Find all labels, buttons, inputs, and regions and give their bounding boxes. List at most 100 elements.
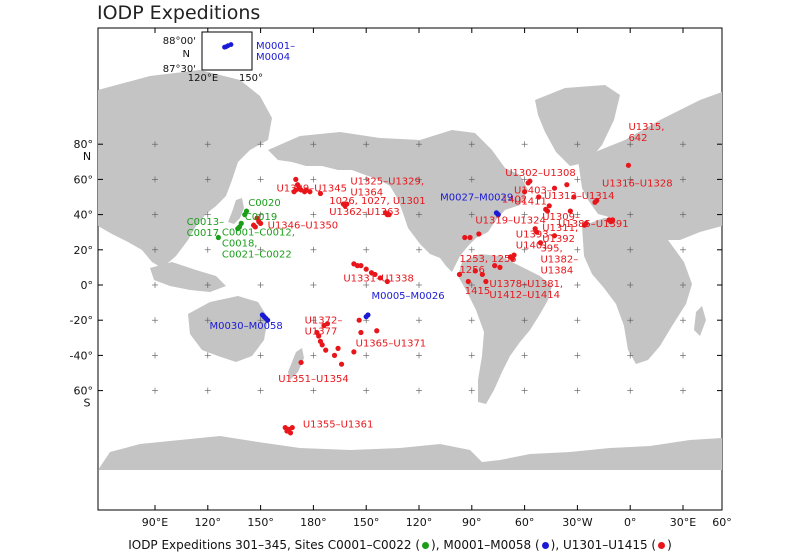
site-label-line: C0020	[248, 198, 280, 209]
red-site-marker	[581, 222, 588, 228]
lon-label: 60°	[515, 516, 535, 529]
graticule-cross	[152, 246, 158, 253]
graticule-cross	[680, 317, 686, 324]
graticule-cross	[152, 176, 158, 183]
site-label-line: U1311,	[542, 223, 578, 234]
red-site-label: 1026, 1027, U1301 U1362–U1363	[329, 196, 425, 218]
lon-label: 120°	[195, 516, 222, 529]
blue-site-label: M0005–M0026	[371, 291, 444, 302]
site-label-line: C0017	[187, 228, 219, 239]
graticule-cross	[680, 387, 686, 394]
graticule-cross	[204, 352, 211, 359]
site-label-line: U1378–U1381,	[489, 279, 563, 290]
red-dot-icon	[658, 542, 666, 549]
graticule-cross	[363, 176, 370, 183]
graticule-cross	[310, 141, 317, 148]
graticule-cross	[310, 176, 317, 183]
graticule-cross	[257, 176, 264, 183]
red-site-marker	[321, 322, 327, 329]
red-site-marker	[386, 212, 392, 218]
graticule-cross	[363, 387, 370, 394]
graticule-cross	[152, 141, 158, 148]
red-site-label: U1351–U1354	[278, 374, 349, 385]
graticule-cross	[468, 211, 475, 218]
site-label-line: C0019	[245, 212, 277, 223]
graticule-cross	[310, 317, 317, 324]
graticule-cross	[363, 352, 370, 359]
red-site-label: 395, U1382– U1384	[540, 244, 578, 277]
lon-label: 90°	[462, 516, 482, 529]
graticule-cross	[574, 211, 581, 218]
red-site-marker	[323, 347, 329, 353]
green-site-label: C0013– C0017	[187, 217, 224, 239]
longitude-labels: 90°E 120° 150° 180° 150° 120° 90° 60° 30°W 0° 30°E…	[142, 516, 732, 529]
lon-label: 150°	[353, 516, 380, 529]
graticule-cross	[680, 141, 686, 148]
site-label-line: U1377	[305, 327, 338, 338]
site-label-line: U1302–U1308	[505, 168, 576, 179]
red-site-marker	[564, 182, 570, 188]
graticule-cross	[468, 176, 475, 183]
blue-site-marker	[365, 312, 371, 318]
red-site-marker	[356, 317, 362, 323]
blue-site-marker	[495, 212, 501, 218]
red-site-label: U1331–U1338	[343, 273, 414, 284]
red-site-label: U1346–U1350	[268, 221, 339, 232]
lon-label: 90°E	[142, 516, 168, 529]
graticule-cross	[310, 282, 317, 288]
red-site-marker	[335, 345, 341, 351]
site-label-line: U1385–U1391	[558, 219, 629, 230]
graticule-cross	[310, 352, 317, 359]
red-site-marker	[384, 278, 390, 285]
graticule-cross	[152, 387, 158, 394]
red-site-label: U1319–U1324	[475, 215, 546, 226]
graticule-cross	[363, 246, 370, 253]
lon-label: 30°E	[670, 516, 696, 529]
graticule-cross	[468, 387, 475, 394]
red-site-marker	[527, 178, 533, 184]
australia-landmass	[188, 296, 268, 362]
graticule-cross	[627, 282, 634, 288]
graticule-cross	[680, 282, 686, 288]
green-site-marker	[215, 234, 221, 241]
greenland-landmass	[535, 85, 620, 166]
blue-dot-icon	[541, 542, 549, 549]
graticule-cross	[574, 352, 581, 359]
site-label-line: U1412–U1414	[489, 290, 560, 301]
graticule-cross	[310, 211, 317, 218]
red-site-label: U1315, 642	[628, 122, 664, 144]
red-site-marker	[625, 162, 632, 168]
red-site-marker	[492, 263, 498, 269]
red-site-marker	[537, 240, 544, 246]
red-site-marker	[331, 352, 338, 358]
site-label-line: U1316–U1328	[602, 178, 673, 189]
graticule-cross	[310, 387, 317, 394]
lon-label: 30°W	[562, 516, 592, 529]
red-site-marker	[544, 208, 551, 214]
graticule-cross	[416, 282, 422, 288]
graticule-cross	[257, 141, 264, 148]
inset-site-marker	[223, 44, 229, 50]
site-label-line: M0005–M0026	[371, 291, 444, 302]
graticule-cross	[204, 176, 211, 183]
graticule-cross	[257, 317, 264, 324]
graticule-cross	[521, 352, 528, 359]
expedition-sites	[215, 162, 632, 436]
site-label-line: C0001–C0012,	[222, 228, 295, 239]
graticule-cross	[152, 282, 158, 288]
lon-label: 120°	[406, 516, 433, 529]
graticule-cross	[468, 352, 475, 359]
map-title: IODP Expeditions	[97, 2, 261, 24]
africa-landmass	[582, 218, 692, 364]
red-site-label: U1302–U1308	[505, 168, 576, 179]
red-site-marker	[252, 224, 258, 230]
graticule-cross	[680, 352, 686, 359]
red-site-label: U1339–U1345	[276, 184, 347, 195]
caption-text-mid2: ), U1301–U1415 (	[550, 538, 657, 552]
site-label-line: U1331–U1338	[343, 273, 414, 284]
inset-site-label-line: M0001–	[256, 41, 295, 52]
inset-site-label: M0001– M0004	[256, 41, 295, 63]
site-label-line: M0027–M0029	[440, 193, 513, 204]
lon-label: 180°	[300, 516, 327, 529]
red-site-label: U1325–U1329, U1364	[350, 177, 424, 199]
